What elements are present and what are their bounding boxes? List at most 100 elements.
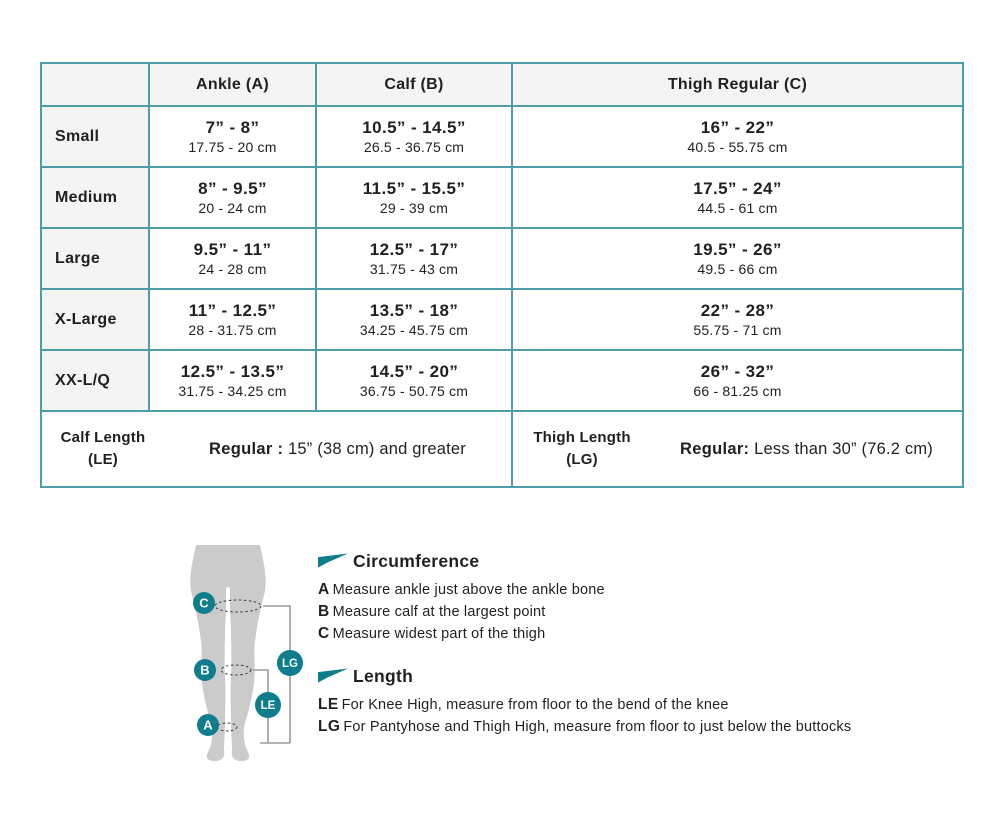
le-length-bracket — [253, 669, 269, 743]
lg-badge-circle — [277, 650, 303, 676]
length-legend: Length LE For Knee High, measure from flo… — [318, 666, 851, 738]
legend-key: LE — [318, 696, 339, 713]
inches-value: 7” - 8” — [205, 117, 260, 137]
circumference-heading: Circumference — [318, 551, 605, 572]
table-row: XX-L/Q 12.5” - 13.5” 31.75 - 34.25 cm 14.5”… — [40, 349, 964, 412]
thigh-badge-circle — [193, 592, 215, 614]
table-header: Ankle (A) Calf (B) Thigh Regular (C) — [40, 62, 964, 107]
inches-value: 11.5” - 15.5” — [362, 178, 466, 198]
size-rows: Small 7” - 8” 17.75 - 20 cm 10.5” - 14.5” 26… — [40, 105, 964, 412]
legend-text: Measure ankle just above the ankle bone — [332, 582, 605, 598]
cm-value: 66 - 81.25 cm — [693, 382, 782, 399]
cm-value: 55.75 - 71 cm — [693, 321, 782, 338]
header-thigh: Thigh Regular (C) — [511, 62, 964, 107]
size-label: Small — [40, 105, 150, 168]
legend-item: A Measure ankle just above the ankle bone — [318, 579, 605, 601]
inches-value: 14.5” - 20” — [369, 361, 459, 381]
footer-row: Calf Length (LE) Regular : 15” (38 cm) a… — [40, 410, 964, 488]
thigh-length-value-rest: Less than 30” (76.2 cm) — [749, 439, 933, 458]
table-row: Large 9.5” - 11” 24 - 28 cm 12.5” - 17” 31.7… — [40, 227, 964, 290]
calf-badge-letter: B — [200, 663, 209, 678]
table-footer: Calf Length (LE) Regular : 15” (38 cm) a… — [40, 410, 964, 488]
legend-key: LG — [318, 718, 341, 735]
le-badge-letters: LE — [261, 700, 276, 712]
inches-value: 12.5” - 17” — [369, 239, 459, 259]
measurement-cell: 8” - 9.5” 20 - 24 cm — [148, 166, 317, 229]
cm-value: 44.5 - 61 cm — [697, 199, 778, 216]
thigh-length-value: Regular: Less than 30” (76.2 cm) — [651, 440, 962, 459]
lg-badge: LG — [277, 650, 303, 676]
flag-icon — [318, 553, 348, 570]
calf-badge: B — [194, 659, 216, 681]
legend-key: A — [318, 581, 330, 598]
cm-value: 40.5 - 55.75 cm — [687, 138, 788, 155]
thigh-length-label: Thigh Length (LG) — [513, 427, 651, 471]
header-calf: Calf (B) — [315, 62, 513, 107]
measurement-cell: 16” - 22” 40.5 - 55.75 cm — [511, 105, 964, 168]
inches-value: 16” - 22” — [700, 117, 775, 137]
cm-value: 34.25 - 45.75 cm — [359, 321, 469, 338]
circumference-title: Circumference — [353, 551, 480, 571]
ankle-badge: A — [197, 714, 219, 736]
lg-badge-letters: LG — [282, 658, 298, 670]
circumference-legend: Circumference A Measure ankle just above … — [318, 551, 605, 645]
measurement-cell: 7” - 8” 17.75 - 20 cm — [148, 105, 317, 168]
ankle-badge-letter: A — [203, 718, 213, 733]
inches-value: 26” - 32” — [700, 361, 775, 381]
calf-length-label-line1: Calf Length — [60, 429, 146, 447]
calf-length-cell: Calf Length (LE) Regular : 15” (38 cm) a… — [40, 410, 513, 488]
thigh-length-label-line2: (LG) — [566, 451, 598, 468]
inches-value: 19.5” - 26” — [693, 239, 782, 259]
table-row: Medium 8” - 9.5” 20 - 24 cm 11.5” - 15.5” 29… — [40, 166, 964, 229]
calf-length-value-bold: Regular : — [209, 439, 284, 458]
size-label: Large — [40, 227, 150, 290]
calf-length-label: Calf Length (LE) — [42, 427, 164, 471]
legend-key: C — [318, 625, 330, 642]
measurement-cell: 9.5” - 11” 24 - 28 cm — [148, 227, 317, 290]
measurement-cell: 22” - 28” 55.75 - 71 cm — [511, 288, 964, 351]
calf-length-label-line2: (LE) — [88, 451, 118, 468]
calf-badge-circle — [194, 659, 216, 681]
flag-icon — [318, 668, 348, 685]
inches-value: 11” - 12.5” — [188, 300, 277, 320]
thigh-badge: C — [193, 592, 215, 614]
thigh-length-cell: Thigh Length (LG) Regular: Less than 30”… — [511, 410, 964, 488]
cm-value: 28 - 31.75 cm — [188, 321, 277, 338]
legend-key: B — [318, 603, 330, 620]
inches-value: 13.5” - 18” — [369, 300, 459, 320]
cm-value: 26.5 - 36.75 cm — [363, 138, 465, 155]
size-label: Medium — [40, 166, 150, 229]
measurement-cell: 10.5” - 14.5” 26.5 - 36.75 cm — [315, 105, 513, 168]
measurement-cell: 12.5” - 13.5” 31.75 - 34.25 cm — [148, 349, 317, 412]
inches-value: 8” - 9.5” — [198, 178, 267, 198]
measurement-cell: 12.5” - 17” 31.75 - 43 cm — [315, 227, 513, 290]
size-label: XX-L/Q — [40, 349, 150, 412]
lg-length-bracket — [263, 605, 291, 743]
measurement-cell: 19.5” - 26” 49.5 - 66 cm — [511, 227, 964, 290]
calf-length-value-rest: 15” (38 cm) and greater — [283, 439, 466, 458]
length-title: Length — [353, 666, 414, 686]
cm-value: 36.75 - 50.75 cm — [359, 382, 469, 399]
legs-measurement-diagram: C B A LE LG — [190, 545, 303, 761]
measurement-cell: 13.5” - 18” 34.25 - 45.75 cm — [315, 288, 513, 351]
measurement-cell: 11” - 12.5” 28 - 31.75 cm — [148, 288, 317, 351]
length-items: LE For Knee High, measure from floor to t… — [318, 694, 851, 738]
thigh-measure-ellipse — [214, 599, 262, 613]
table-row: Small 7” - 8” 17.75 - 20 cm 10.5” - 14.5” 26… — [40, 105, 964, 168]
inches-value: 22” - 28” — [700, 300, 775, 320]
thigh-badge-letter: C — [199, 596, 209, 611]
legend-text: For Knee High, measure from floor to the… — [341, 697, 729, 713]
size-chart-table: Ankle (A) Calf (B) Thigh Regular (C) Sma… — [40, 62, 964, 488]
legend-item: C Measure widest part of the thigh — [318, 623, 605, 645]
cm-value: 17.75 - 20 cm — [188, 138, 277, 155]
thigh-length-label-line1: Thigh Length — [533, 429, 631, 447]
ankle-badge-circle — [197, 714, 219, 736]
inches-value: 10.5” - 14.5” — [362, 117, 466, 137]
table-row: X-Large 11” - 12.5” 28 - 31.75 cm 13.5” - 1… — [40, 288, 964, 351]
cm-value: 31.75 - 34.25 cm — [178, 382, 287, 399]
header-row: Ankle (A) Calf (B) Thigh Regular (C) — [40, 62, 964, 107]
cm-value: 29 - 39 cm — [379, 199, 449, 216]
cm-value: 20 - 24 cm — [198, 199, 267, 216]
le-badge-circle — [255, 692, 281, 718]
cm-value: 49.5 - 66 cm — [697, 260, 778, 277]
